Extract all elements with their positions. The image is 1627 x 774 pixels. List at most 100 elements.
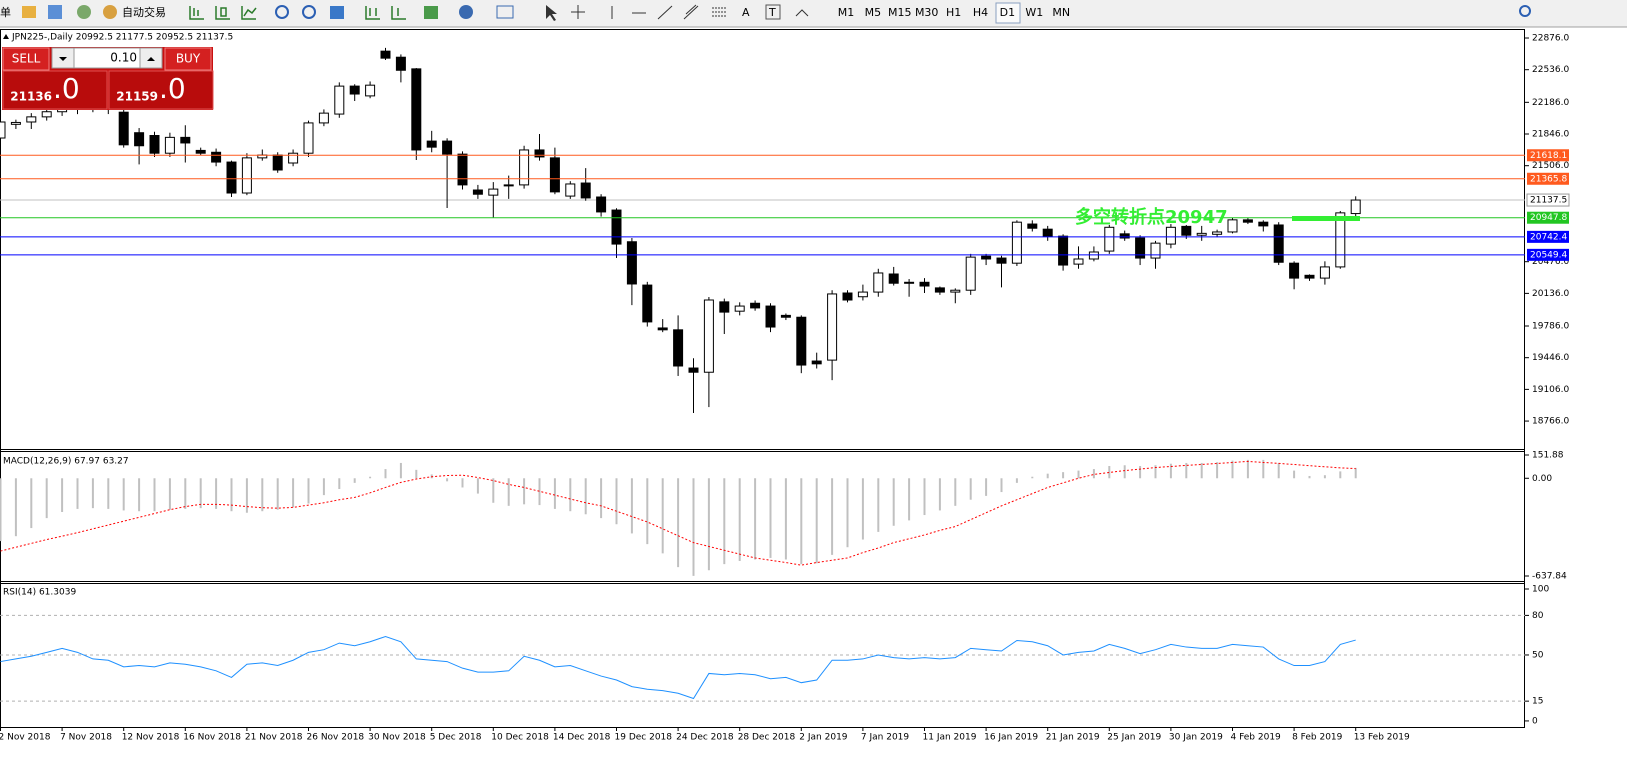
icon[interactable] bbox=[391, 6, 406, 20]
candle-body bbox=[0, 121, 6, 139]
candle-body bbox=[164, 136, 175, 154]
text-tool[interactable]: A bbox=[742, 6, 750, 19]
icon[interactable] bbox=[330, 6, 344, 19]
candle-body bbox=[919, 281, 930, 287]
timeframe-button[interactable]: D1 bbox=[1000, 6, 1015, 19]
x-tick-label: 13 Feb 2019 bbox=[1354, 733, 1410, 743]
label-tool[interactable]: T bbox=[768, 6, 776, 19]
candle-body bbox=[349, 85, 360, 95]
candle-body bbox=[195, 149, 206, 154]
price-level-tag bbox=[1527, 211, 1569, 224]
timeframe-button[interactable]: H4 bbox=[973, 6, 988, 19]
indicators[interactable] bbox=[424, 6, 438, 19]
timeframe-button[interactable]: M5 bbox=[865, 6, 882, 19]
candle-body bbox=[827, 293, 838, 361]
candle-body bbox=[180, 136, 191, 144]
candle-body bbox=[411, 68, 422, 151]
x-tick-label: 28 Dec 2018 bbox=[738, 733, 796, 743]
auto-trade-button[interactable]: 自动交易 bbox=[122, 5, 166, 19]
price-level-label: 20549.4 bbox=[1530, 250, 1567, 260]
icon[interactable] bbox=[189, 6, 204, 20]
candle-body bbox=[1042, 228, 1053, 237]
y-tick-label: 0 bbox=[1532, 716, 1538, 726]
candle-body bbox=[811, 360, 822, 365]
toolbar-bg bbox=[0, 0, 1627, 27]
buy-price-box[interactable] bbox=[108, 70, 214, 110]
price-level-tag bbox=[1527, 172, 1569, 185]
candle-body bbox=[1135, 237, 1146, 259]
icon[interactable] bbox=[241, 6, 257, 20]
sell-button[interactable] bbox=[2, 47, 50, 71]
icon[interactable] bbox=[215, 6, 230, 20]
sell-price-fraction[interactable]: .0 bbox=[53, 72, 80, 105]
annotation-bar bbox=[1292, 216, 1360, 221]
icon[interactable] bbox=[365, 6, 380, 20]
x-tick-label: 16 Nov 2018 bbox=[183, 733, 241, 743]
timeframe-button[interactable]: M30 bbox=[915, 6, 939, 19]
buy-label[interactable]: BUY bbox=[176, 52, 201, 66]
price-level-label: 21618.1 bbox=[1530, 151, 1567, 161]
lot-up-arrow bbox=[147, 57, 155, 61]
icon[interactable] bbox=[103, 5, 117, 19]
sell-price-box[interactable] bbox=[2, 70, 108, 110]
candle-body bbox=[1196, 232, 1207, 236]
search[interactable] bbox=[1519, 5, 1531, 17]
active-timeframe-box bbox=[995, 2, 1021, 24]
candle-body bbox=[1335, 212, 1346, 268]
y-tick-label: 0.00 bbox=[1532, 474, 1552, 484]
candle-body bbox=[549, 157, 560, 193]
y-tick-label: 22536.0 bbox=[1532, 65, 1569, 75]
trendline-tool[interactable] bbox=[657, 5, 673, 20]
x-tick-label: 8 Feb 2019 bbox=[1292, 733, 1343, 743]
macd-header: MACD(12,26,9) 67.97 63.27 bbox=[3, 457, 129, 467]
zoom-out[interactable] bbox=[302, 5, 316, 19]
buy-price-fraction[interactable]: .0 bbox=[159, 72, 186, 105]
candle-body bbox=[1258, 221, 1269, 227]
arrow-tool[interactable] bbox=[795, 9, 809, 17]
templates[interactable] bbox=[496, 5, 514, 19]
sell-price[interactable]: 21136 bbox=[10, 90, 52, 104]
channel-tool[interactable] bbox=[683, 4, 699, 20]
candle-body bbox=[1027, 223, 1038, 229]
timeframe-button[interactable]: M1 bbox=[838, 6, 855, 19]
y-tick-label: 100 bbox=[1532, 585, 1549, 595]
rsi-line bbox=[0, 635, 1356, 700]
candle-body bbox=[426, 140, 437, 148]
candle-body bbox=[734, 305, 745, 312]
y-tick-label: 20476.0 bbox=[1532, 257, 1569, 267]
cursor-tool[interactable] bbox=[546, 5, 557, 21]
x-tick-label: 7 Jan 2019 bbox=[861, 733, 909, 743]
candle-body bbox=[904, 281, 915, 284]
rsi-header: RSI(14) 61.3039 bbox=[3, 588, 76, 598]
icon[interactable] bbox=[22, 6, 36, 18]
sell-label[interactable]: SELL bbox=[12, 52, 41, 66]
icon[interactable] bbox=[77, 5, 91, 19]
periods[interactable] bbox=[459, 5, 473, 19]
timeframe-button[interactable]: M15 bbox=[888, 6, 912, 19]
x-tick-label: 10 Dec 2018 bbox=[491, 733, 549, 743]
buy-price[interactable]: 21159 bbox=[116, 90, 158, 104]
annotation: 多空转折点20947 bbox=[1075, 206, 1228, 228]
candle-body bbox=[703, 299, 714, 373]
price-level-tag bbox=[1527, 248, 1569, 261]
x-tick-label: 16 Jan 2019 bbox=[984, 733, 1038, 743]
candle-body bbox=[657, 327, 668, 331]
icon[interactable] bbox=[48, 5, 62, 19]
timeframe-button[interactable]: MN bbox=[1052, 6, 1070, 19]
x-tick-label: 30 Nov 2018 bbox=[368, 733, 426, 743]
crosshair-tool[interactable] bbox=[571, 5, 585, 19]
menu-item[interactable]: 单 bbox=[0, 6, 11, 19]
y-tick-label: 21846.0 bbox=[1532, 130, 1569, 140]
zoom-in[interactable] bbox=[275, 5, 289, 19]
candle-body bbox=[873, 272, 884, 293]
lot-value[interactable]: 0.10 bbox=[110, 51, 137, 65]
x-tick-label: 4 Feb 2019 bbox=[1231, 733, 1282, 743]
price-level-label: 20742.4 bbox=[1530, 232, 1567, 242]
candle-body bbox=[642, 284, 653, 323]
timeframe-button[interactable]: W1 bbox=[1025, 6, 1043, 19]
fibo-tool[interactable] bbox=[712, 7, 726, 17]
timeframe-button[interactable]: H1 bbox=[946, 6, 961, 19]
candle-body bbox=[395, 56, 406, 71]
buy-button[interactable] bbox=[164, 47, 212, 71]
y-tick-label: 18766.0 bbox=[1532, 417, 1569, 427]
